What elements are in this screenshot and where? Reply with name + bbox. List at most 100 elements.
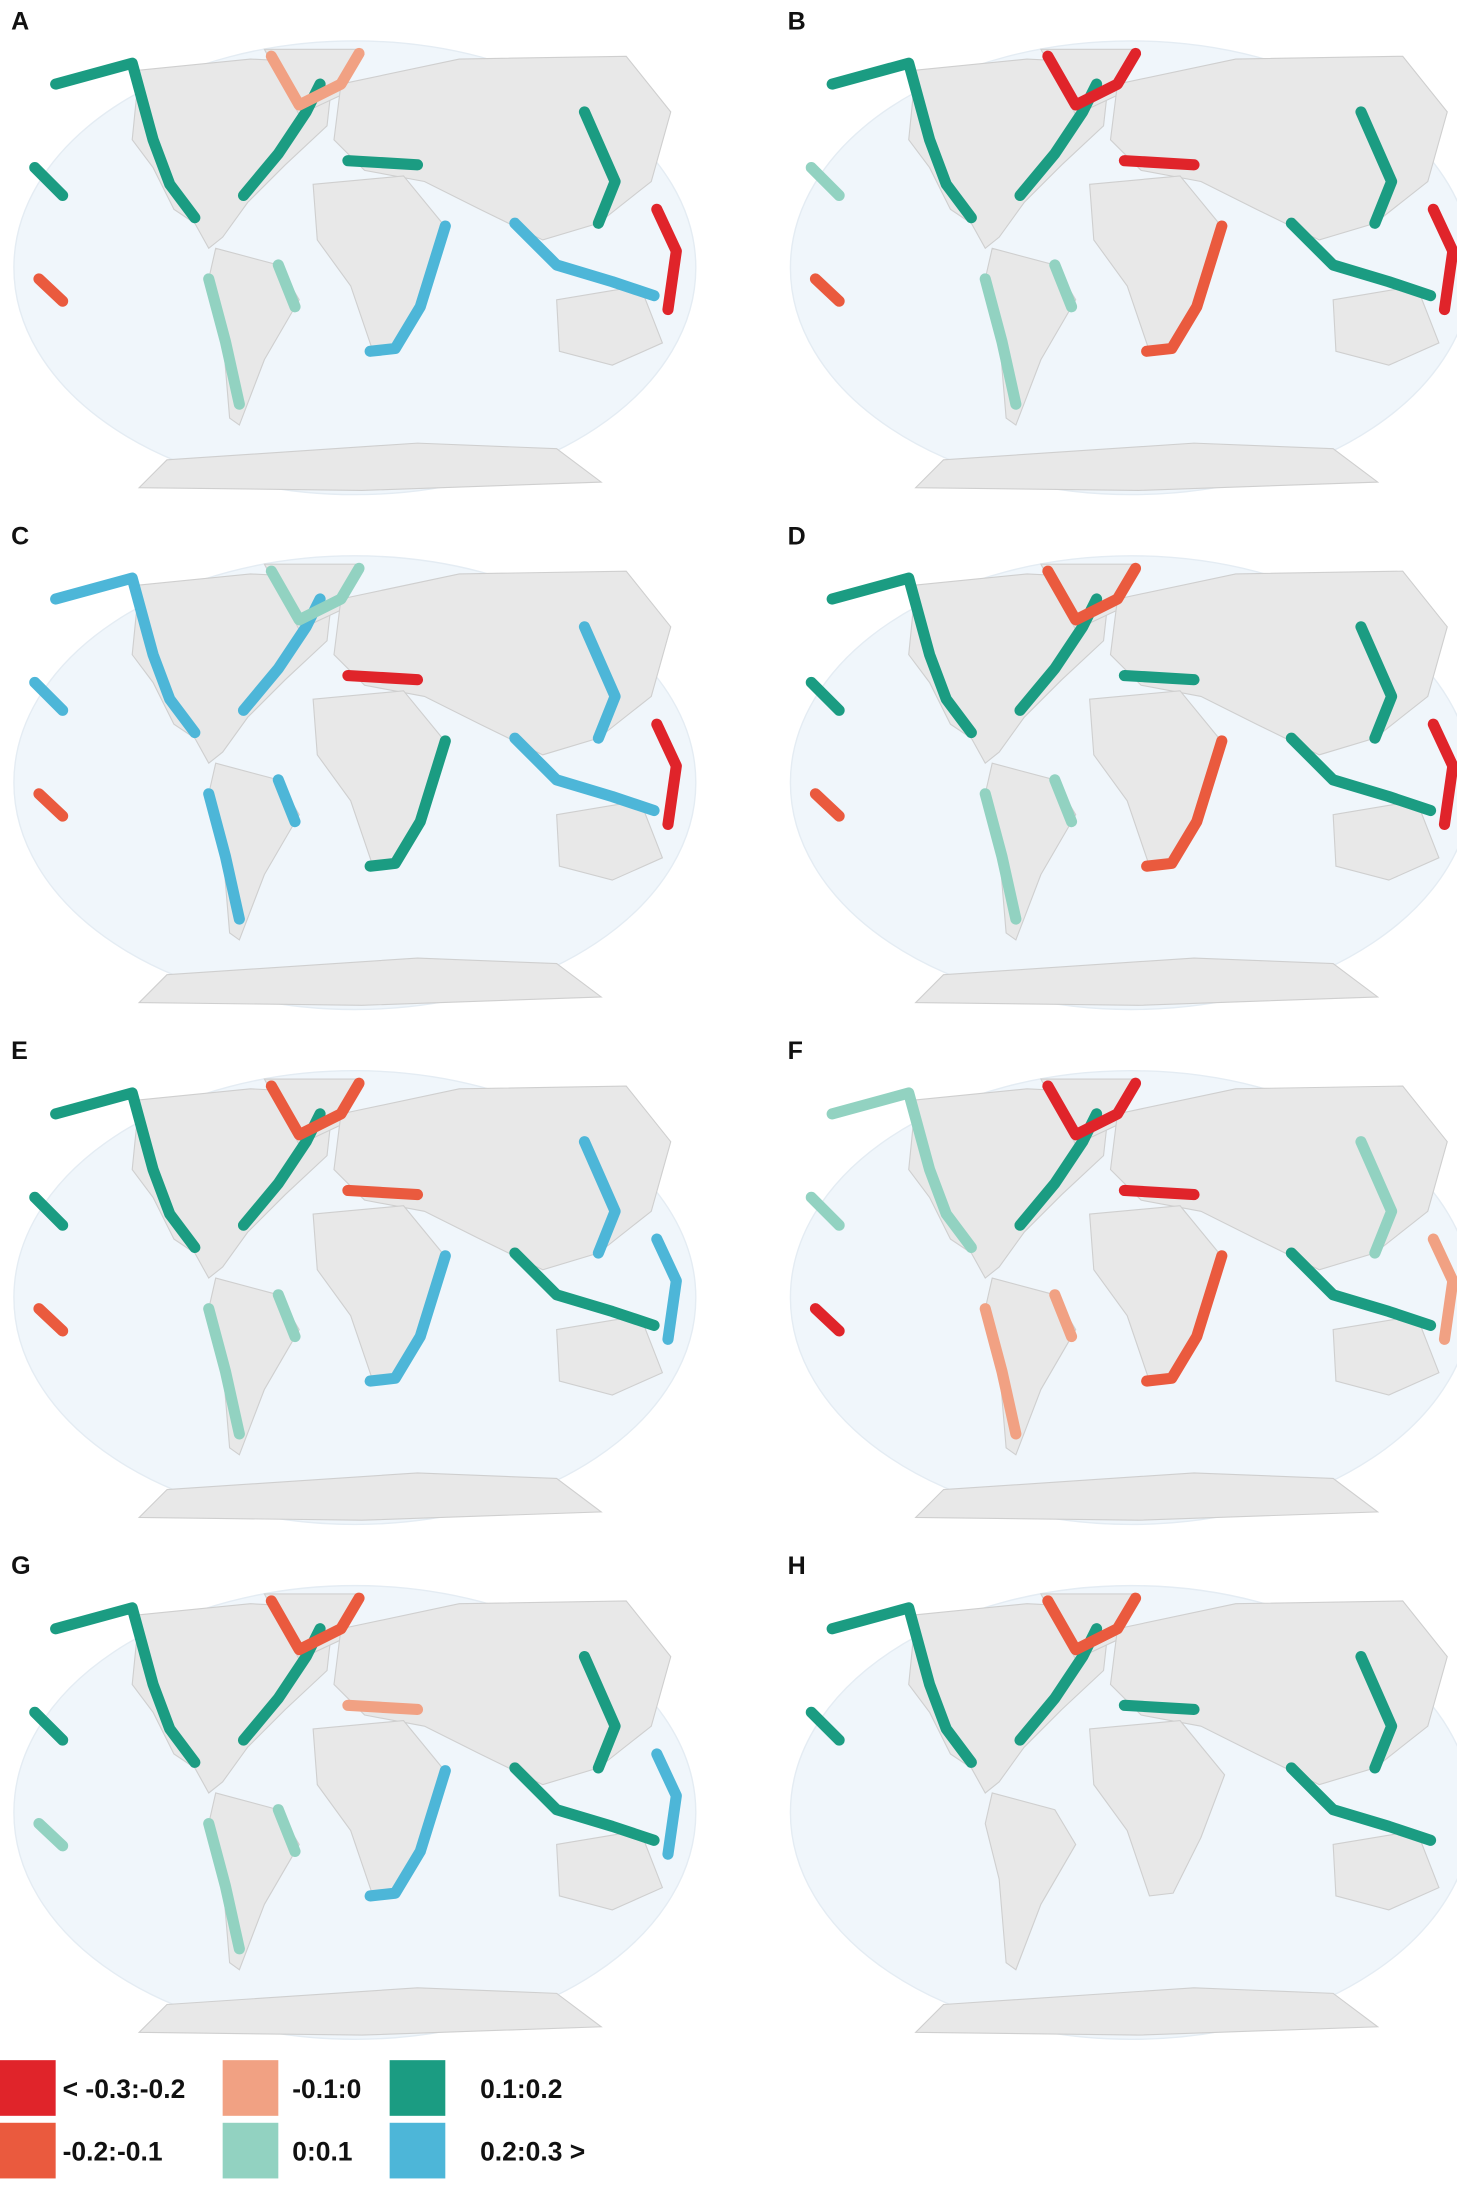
coastal-region [1355, 621, 1398, 744]
map-panel: F [788, 1037, 1457, 1526]
coastal-region [1285, 217, 1437, 302]
coastal-region [50, 1087, 201, 1254]
world-map [13, 1584, 697, 2040]
coastal-region [509, 732, 660, 817]
coastal-region [826, 1087, 977, 1254]
coastal-region [29, 162, 69, 201]
coastal-region [809, 788, 845, 822]
map-panel: G [11, 1552, 697, 2040]
coastal-region [203, 259, 301, 410]
coastal-region [203, 1804, 301, 1955]
map-panel: H [788, 1552, 1457, 2040]
coastal-region [651, 1233, 682, 1345]
coastal-region [578, 1136, 621, 1259]
coastal-region [50, 572, 201, 739]
coastal-region [578, 1651, 621, 1774]
coastal-region [1427, 1233, 1457, 1345]
legend-label: 0:0.1 [292, 2136, 352, 2166]
coastal-region [1141, 1250, 1228, 1387]
coastal-region [826, 572, 977, 739]
coastal-region [364, 220, 451, 357]
coastal-region [265, 1592, 365, 1656]
coastal-region [265, 1077, 365, 1141]
coastal-region [651, 1748, 682, 1860]
coastal-region [1285, 1247, 1437, 1331]
panel-label: G [11, 1552, 30, 1580]
coastal-region [578, 106, 621, 229]
coastal-region [364, 735, 451, 872]
legend-swatch [0, 2060, 56, 2116]
coastal-region [651, 203, 682, 316]
world-map [13, 555, 697, 1011]
map-panel: D [788, 522, 1457, 1011]
coastal-region [1355, 1651, 1398, 1774]
legend: < -0.3:-0.2 -0.2:-0.1 -0.1:0 0:0.1 0.1:0.2 0.… [0, 2060, 585, 2179]
coastal-region [1427, 718, 1457, 830]
coastal-region [33, 1303, 69, 1337]
coastal-region [33, 788, 69, 822]
coastal-region [1118, 669, 1200, 686]
coastal-region [805, 1706, 845, 1746]
coastal-region [342, 1699, 424, 1716]
coastal-region [342, 669, 424, 686]
coastal-region [979, 259, 1078, 410]
coastal-region [265, 562, 365, 626]
coastal-region [364, 1765, 451, 1902]
panel-label: D [788, 522, 806, 550]
coastal-region [805, 676, 845, 716]
coastal-region [1042, 47, 1142, 111]
coastal-region [1285, 732, 1437, 817]
coastal-region [578, 621, 621, 744]
coastal-region [979, 774, 1078, 925]
legend-label: 0.1:0.2 [480, 2074, 562, 2104]
panel-label: E [11, 1037, 28, 1065]
coastal-region [50, 57, 201, 224]
coastal-region [826, 1602, 977, 1768]
coastal-region [29, 1191, 69, 1231]
map-panel: A [11, 7, 697, 496]
coastal-region [509, 217, 660, 302]
panel-label: B [788, 7, 806, 35]
coastal-region [342, 1184, 424, 1201]
coastal-region [342, 155, 424, 171]
coastal-region [1042, 1592, 1142, 1656]
coastal-region [1141, 735, 1228, 872]
coastal-region [203, 774, 301, 925]
coastal-region [1118, 1184, 1200, 1201]
coastal-region [364, 1250, 451, 1387]
panel-label: F [788, 1037, 803, 1065]
map-panel: C [11, 522, 697, 1011]
coastal-region [265, 47, 365, 111]
coastal-region [1355, 1136, 1398, 1259]
legend-label: 0.2:0.3 > [480, 2136, 585, 2166]
coastal-region [1042, 562, 1142, 626]
coastal-region [50, 1602, 201, 1768]
coastal-region [33, 1818, 69, 1852]
map-panel: E [11, 1037, 697, 1526]
coastal-region [809, 273, 845, 307]
coastal-region [1285, 1762, 1437, 1846]
coastal-region [1118, 1699, 1200, 1716]
coastal-region [1355, 106, 1398, 229]
legend-swatch [389, 2060, 446, 2116]
coastal-region [1042, 1077, 1142, 1141]
panel-label: C [11, 522, 29, 550]
legend-label: -0.2:-0.1 [63, 2136, 163, 2166]
map-panel: B [788, 7, 1457, 496]
coastal-region [805, 162, 845, 201]
legend-swatch [0, 2122, 56, 2179]
legend-label: -0.1:0 [292, 2074, 361, 2104]
panel-label: A [11, 7, 29, 35]
coastal-region [651, 718, 682, 830]
coastal-region [979, 1289, 1078, 1440]
coastal-region [805, 1191, 845, 1231]
legend-label: < -0.3:-0.2 [63, 2074, 186, 2104]
coastal-region [1118, 155, 1200, 171]
coastal-region [29, 676, 69, 716]
coastal-region [509, 1762, 660, 1846]
coastal-region [203, 1289, 301, 1440]
coastal-region [1427, 203, 1457, 316]
coastal-region [809, 1303, 845, 1337]
